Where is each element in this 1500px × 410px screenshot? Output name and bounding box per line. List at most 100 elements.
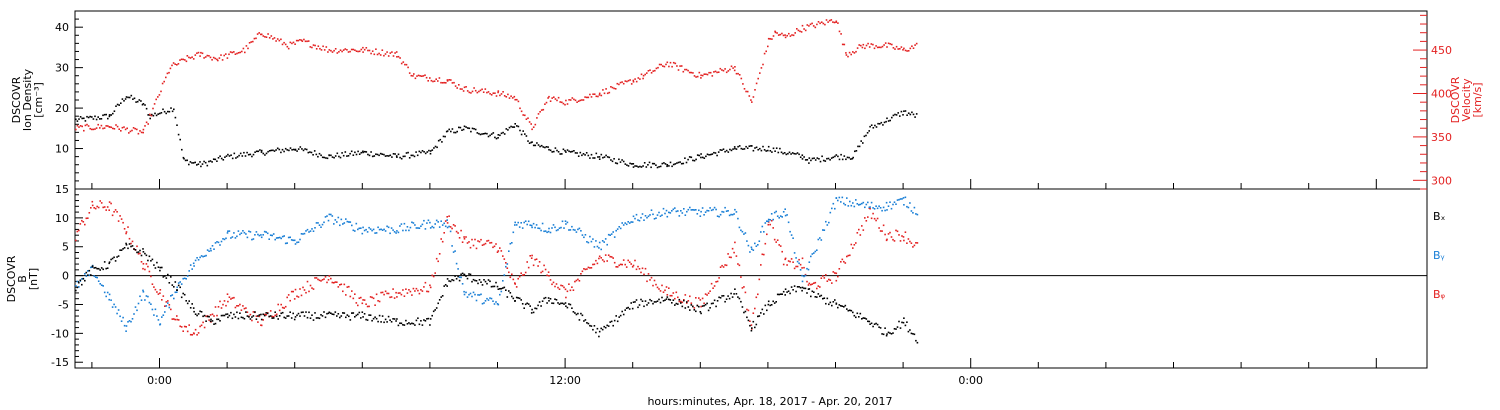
velocity-point: [176, 64, 178, 66]
density-point: [566, 149, 569, 151]
bz-point: [480, 238, 482, 241]
density-point: [767, 149, 769, 152]
by-point: [715, 208, 717, 211]
density-point: [186, 159, 188, 162]
bz-point: [243, 307, 246, 310]
bz-point: [272, 316, 275, 318]
velocity-point: [597, 95, 599, 98]
density-point: [465, 126, 467, 128]
bx-point: [159, 269, 161, 272]
by-point: [514, 221, 516, 224]
bx-point: [167, 273, 169, 276]
bz-point: [148, 270, 151, 273]
velocity-point: [462, 90, 465, 92]
by-point: [305, 230, 307, 232]
velocity-point: [94, 128, 96, 130]
by-point: [906, 205, 908, 208]
density-point: [474, 128, 477, 131]
bx-point: [269, 315, 272, 317]
bx-point: [366, 319, 369, 321]
density-point: [499, 134, 501, 137]
bz-point: [515, 286, 518, 288]
velocity-point: [789, 35, 792, 37]
bx-point: [191, 303, 193, 305]
velocity-point: [438, 77, 441, 79]
velocity-point: [624, 80, 627, 82]
bz-point: [792, 261, 794, 263]
by-point: [616, 228, 619, 230]
bz-point: [400, 293, 403, 296]
bz-point: [835, 279, 838, 282]
velocity-point: [223, 54, 225, 57]
velocity-point: [799, 30, 801, 33]
bx-point: [624, 309, 626, 311]
bx-point: [471, 280, 473, 283]
bx-point: [841, 305, 844, 307]
bx-point: [196, 314, 198, 317]
density-point: [606, 156, 609, 158]
velocity-point: [349, 50, 351, 53]
density-point: [519, 129, 521, 132]
velocity-point: [734, 66, 736, 68]
bx-point: [87, 274, 89, 276]
bx-point: [220, 314, 223, 317]
velocity-point: [828, 19, 831, 22]
bx-point: [123, 247, 126, 249]
density-tick-label: 20: [55, 102, 69, 115]
bz-point: [502, 255, 504, 257]
bx-point: [664, 299, 666, 301]
bz-point: [901, 235, 903, 237]
velocity-point: [383, 54, 385, 57]
bz-point: [358, 297, 361, 299]
velocity-point: [128, 132, 130, 134]
velocity-point: [845, 52, 847, 54]
bz-point: [505, 262, 507, 264]
velocity-point: [545, 101, 548, 104]
bz-point: [290, 290, 293, 293]
velocity-point: [152, 107, 154, 110]
by-point: [856, 203, 859, 205]
bz-point: [151, 283, 154, 285]
bx-point: [161, 266, 163, 269]
density-point: [698, 154, 701, 157]
bz-point: [789, 260, 791, 263]
by-point: [896, 199, 899, 201]
bx-point: [540, 305, 542, 307]
by-point: [300, 233, 303, 235]
by-point: [709, 207, 711, 209]
bz-point: [85, 217, 88, 220]
bz-point: [728, 256, 731, 258]
density-point: [371, 155, 374, 158]
velocity-point: [767, 37, 770, 40]
bx-point: [252, 315, 255, 317]
velocity-point: [531, 128, 533, 131]
bx-point: [764, 304, 767, 307]
density-point: [679, 161, 681, 163]
bx-point: [615, 315, 617, 317]
bz-point: [458, 237, 461, 239]
bx-point: [659, 301, 662, 304]
bz-point: [727, 253, 729, 255]
density-point: [395, 155, 398, 157]
velocity-point: [400, 62, 403, 65]
by-point: [252, 238, 255, 240]
velocity-point: [800, 31, 803, 33]
bz-point: [194, 328, 197, 331]
bz-point: [311, 287, 313, 289]
density-point: [363, 150, 366, 153]
bz-point: [277, 303, 279, 306]
by-point: [659, 215, 662, 217]
density-point: [196, 164, 198, 166]
density-point: [162, 108, 164, 111]
velocity-point: [666, 61, 669, 64]
bz-point: [111, 214, 114, 217]
by-point: [383, 228, 385, 231]
density-point: [446, 130, 449, 132]
bz-point: [97, 206, 100, 209]
density-point: [123, 100, 125, 102]
velocity-point: [574, 99, 577, 102]
velocity-axis-label-line: Velocity: [1460, 78, 1473, 122]
bz-point: [227, 300, 229, 303]
bx-point: [78, 281, 80, 284]
